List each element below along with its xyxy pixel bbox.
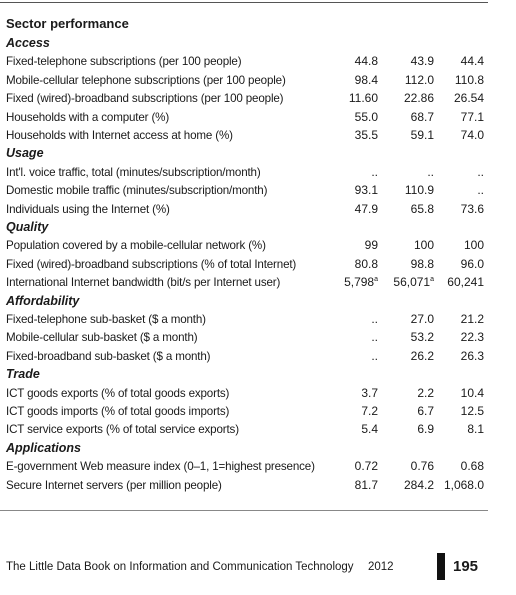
cell-value: 27.0 — [410, 312, 434, 326]
cell-value: 100 — [413, 238, 434, 253]
row-label: Population covered by a mobile-cellular … — [6, 239, 266, 253]
cell-value: 44.4 — [460, 54, 484, 69]
section-title: Affordability — [6, 293, 80, 308]
footer-text: The Little Data Book on Information and … — [6, 561, 354, 573]
cell-value: 77.1 — [460, 109, 484, 124]
cell-value: 98.8 — [410, 256, 434, 271]
cell-value: .. — [371, 348, 378, 363]
cell-value: 3.7 — [361, 385, 378, 400]
cell-value: 53.2 — [410, 330, 434, 345]
cell-value: 5.4 — [361, 422, 378, 437]
section-title: Usage — [6, 146, 44, 161]
cell-value: 65.8 — [410, 201, 434, 216]
cell-value: 8.1 — [467, 422, 484, 437]
row-label: Households with a computer (%) — [6, 110, 170, 124]
row-label: International Internet bandwidth (bit/s … — [6, 276, 281, 290]
cell-value: 68.7 — [410, 109, 434, 124]
row-label: Fixed (wired)-broadband subscriptions (p… — [6, 92, 284, 106]
cell-value: 0.68 — [460, 459, 484, 474]
row-label: Mobile-cellular telephone subscriptions … — [6, 73, 286, 87]
bottom-rule — [0, 510, 488, 511]
section-title: Access — [6, 36, 50, 50]
section-title: Applications — [6, 440, 82, 455]
row-label: Fixed (wired)-broadband subscriptions (%… — [6, 257, 297, 271]
cell-value: 2.2 — [417, 385, 434, 400]
cell-value: 22.3 — [460, 330, 484, 345]
row-label: Int'l. voice traffic, total (minutes/sub… — [6, 165, 261, 179]
cell-value: 47.9 — [354, 201, 378, 216]
cell-value: 73.6 — [460, 201, 484, 216]
cell-value: 99 — [364, 238, 378, 253]
cell-value: 35.5 — [354, 128, 378, 142]
cell-value: 60,241 — [447, 275, 484, 290]
section-title: Trade — [6, 367, 40, 382]
cell-value: 43.9 — [410, 54, 434, 69]
cell-text: 5,798 — [344, 275, 375, 290]
row-label: ICT goods imports (% of total goods impo… — [6, 405, 230, 418]
cell-value: 12.5 — [460, 404, 484, 418]
row-label: Domestic mobile traffic (minutes/subscri… — [6, 184, 268, 198]
cell-value: .. — [371, 330, 378, 345]
footer-bar — [437, 553, 445, 580]
page-number: 195 — [453, 558, 479, 575]
footnote-mark: a — [374, 276, 378, 284]
cell-value: 11.60 — [348, 91, 378, 106]
cell-value: .. — [477, 183, 484, 198]
table-title: Sector performance — [6, 16, 129, 31]
cell-value: 21.2 — [460, 312, 484, 326]
row-label: ICT service exports (% of total service … — [6, 423, 239, 437]
section-title: Quality — [6, 220, 49, 234]
cell-value: 110.8 — [454, 72, 484, 87]
cell-value: 110.9 — [404, 183, 434, 198]
cell-value: 5,798a — [308, 275, 378, 289]
cell-value: 284.2 — [403, 477, 434, 492]
cell-value: 98.4 — [354, 72, 378, 87]
cell-value: 96.0 — [460, 256, 484, 271]
cell-value: 26.3 — [460, 348, 484, 363]
footer-year: 2012 — [368, 561, 394, 573]
cell-value: 55.0 — [354, 109, 378, 124]
cell-value: .. — [477, 164, 484, 179]
cell-value: 100 — [463, 238, 484, 253]
row-label: Mobile-cellular sub-basket ($ a month) — [6, 331, 198, 345]
top-rule — [0, 2, 488, 3]
row-label: Fixed-telephone sub-basket ($ a month) — [6, 313, 206, 326]
cell-value: 81.7 — [354, 477, 378, 492]
cell-value: 22.86 — [403, 91, 434, 106]
cell-value: 1,068.0 — [443, 477, 484, 492]
footnote-mark: a — [430, 276, 434, 284]
cell-value: 44.8 — [354, 54, 378, 69]
cell-value: .. — [371, 312, 378, 326]
cell-text: 56,071 — [393, 275, 431, 290]
row-label: ICT goods exports (% of total goods expo… — [6, 386, 230, 400]
cell-value: 26.2 — [410, 348, 434, 363]
row-label: Secure Internet servers (per million peo… — [6, 478, 222, 492]
row-label: Fixed-broadband sub-basket ($ a month) — [6, 349, 211, 363]
cell-value: 59.1 — [410, 128, 434, 142]
row-label: Fixed-telephone subscriptions (per 100 p… — [6, 55, 242, 69]
cell-value: 26.54 — [453, 91, 484, 106]
row-label: Individuals using the Internet (%) — [6, 202, 170, 216]
cell-value: 0.72 — [354, 459, 378, 474]
cell-value: 74.0 — [460, 128, 484, 142]
cell-value: .. — [371, 164, 378, 179]
cell-value: 10.4 — [460, 385, 484, 400]
cell-value: 93.1 — [354, 183, 378, 198]
row-label: E-government Web measure index (0–1, 1=h… — [6, 460, 315, 474]
cell-value: 7.2 — [361, 404, 378, 418]
cell-value: .. — [427, 164, 434, 179]
cell-value: 112.0 — [404, 72, 434, 87]
cell-value: 56,071a — [364, 275, 434, 289]
cell-value: 6.7 — [417, 404, 434, 418]
cell-value: 6.9 — [417, 422, 434, 437]
cell-value: 80.8 — [354, 256, 378, 271]
cell-value: 0.76 — [410, 459, 434, 474]
row-label: Households with Internet access at home … — [6, 129, 233, 142]
